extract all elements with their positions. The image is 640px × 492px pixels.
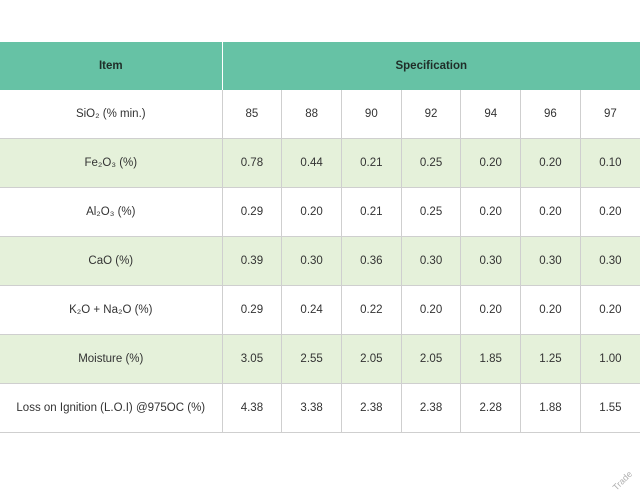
header-item: Item — [0, 42, 223, 90]
spec-value-cell: 96 — [520, 90, 581, 139]
spec-value-cell: 94 — [460, 90, 522, 139]
spec-value-cell: 3.38 — [281, 383, 342, 433]
spec-value-cell: 0.44 — [281, 138, 342, 188]
spec-value-cell: 0.22 — [341, 285, 402, 335]
spec-value-cell: 0.20 — [520, 187, 581, 237]
spec-value-cell: 2.55 — [281, 334, 342, 384]
spec-value-cell: 0.20 — [281, 187, 342, 237]
spec-value-cell: 1.25 — [520, 334, 581, 384]
spec-value-cell: 0.20 — [520, 285, 581, 335]
header-specification: Specification — [222, 42, 640, 90]
spec-value-cell: 0.20 — [460, 138, 522, 188]
spec-value-cell: 90 — [341, 90, 402, 139]
spec-value-cell: 2.05 — [341, 334, 402, 384]
spec-value-cell: 0.20 — [580, 285, 640, 335]
spec-value-cell: 1.85 — [460, 334, 522, 384]
row-label: K₂O + Na₂O (%) — [0, 285, 223, 335]
table-row: SiO₂ (% min.) 85 88 90 92 94 96 97 — [0, 90, 640, 139]
spec-value-cell: 0.20 — [460, 285, 522, 335]
spec-value-cell: 0.30 — [460, 236, 522, 286]
spec-value-cell: 0.30 — [401, 236, 462, 286]
spec-value-cell: 0.20 — [401, 285, 462, 335]
spec-value-cell: 0.78 — [222, 138, 283, 188]
spec-value-cell: 0.20 — [580, 187, 640, 237]
spec-value-cell: 0.20 — [520, 138, 581, 188]
row-label: Fe₂O₃ (%) — [0, 138, 223, 188]
spec-value-cell: 2.28 — [460, 383, 522, 433]
spec-value-cell: 88 — [281, 90, 342, 139]
spec-value-cell: 0.29 — [222, 187, 283, 237]
spec-value-cell: 0.30 — [281, 236, 342, 286]
spec-value-cell: 85 — [222, 90, 283, 139]
spec-value-cell: 1.00 — [580, 334, 640, 384]
row-label: SiO₂ (% min.) — [0, 90, 223, 139]
spec-value-cell: 92 — [401, 90, 462, 139]
table-row: Moisture (%) 3.05 2.55 2.05 2.05 1.85 1.25 1.00 — [0, 334, 640, 384]
spec-value-cell: 97 — [580, 90, 640, 139]
row-label: Moisture (%) — [0, 334, 223, 384]
spec-value-cell: 0.25 — [401, 187, 462, 237]
spec-value-cell: 0.21 — [341, 138, 402, 188]
table-row: Al₂O₃ (%) 0.29 0.20 0.21 0.25 0.20 0.20 0.20 — [0, 187, 640, 237]
table-row: CaO (%) 0.39 0.30 0.36 0.30 0.30 0.30 0.30 — [0, 236, 640, 286]
table-row: Fe₂O₃ (%) 0.78 0.44 0.21 0.25 0.20 0.20 0.10 — [0, 138, 640, 188]
spec-value-cell: 0.36 — [341, 236, 402, 286]
spec-value-cell: 0.20 — [460, 187, 522, 237]
spec-value-cell: 0.29 — [222, 285, 283, 335]
spec-value-cell: 3.05 — [222, 334, 283, 384]
spec-value-cell: 2.05 — [401, 334, 462, 384]
watermark: Trade — [610, 468, 634, 492]
spec-value-cell: 0.30 — [580, 236, 640, 286]
spec-value-cell: 4.38 — [222, 383, 283, 433]
row-label: Al₂O₃ (%) — [0, 187, 223, 237]
spec-value-cell: 1.88 — [520, 383, 581, 433]
table-row: Loss on Ignition (L.O.I) @975OC (%) 4.38 3… — [0, 383, 640, 433]
row-label: CaO (%) — [0, 236, 223, 286]
table-row: K₂O + Na₂O (%) 0.29 0.24 0.22 0.20 0.20 0.20 0.… — [0, 285, 640, 335]
spec-value-cell: 0.25 — [401, 138, 462, 188]
spec-value-cell: 0.10 — [580, 138, 640, 188]
spec-value-cell: 2.38 — [341, 383, 402, 433]
specification-table: Item Specification SiO₂ (% min.) 85 88 90 92… — [0, 42, 640, 433]
spec-value-cell: 0.21 — [341, 187, 402, 237]
spec-value-cell: 0.30 — [520, 236, 581, 286]
spec-value-cell: 0.24 — [281, 285, 342, 335]
row-label: Loss on Ignition (L.O.I) @975OC (%) — [0, 383, 223, 433]
spec-value-cell: 2.38 — [401, 383, 462, 433]
spec-value-cell: 1.55 — [580, 383, 640, 433]
spec-value-cell: 0.39 — [222, 236, 283, 286]
table-header-row: Item Specification — [0, 42, 640, 90]
